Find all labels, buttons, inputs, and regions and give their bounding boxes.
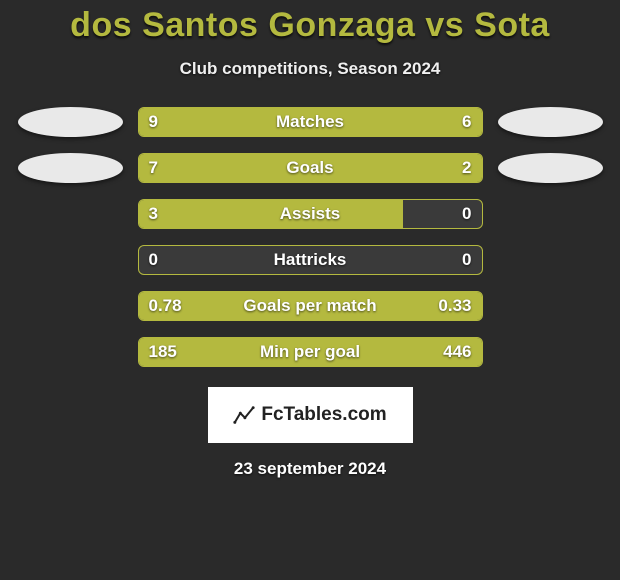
fctables-logo[interactable]: FcTables.com: [208, 387, 413, 443]
stat-label: Assists: [280, 204, 340, 224]
avatar-spacer: [18, 337, 123, 367]
stat-bar: 185 446 Min per goal: [138, 337, 483, 367]
stat-row: 185 446 Min per goal: [0, 337, 620, 367]
stat-label: Goals per match: [243, 296, 376, 316]
player-avatar-right: [498, 153, 603, 183]
stat-value-right: 446: [443, 342, 471, 362]
stat-value-left: 0.78: [149, 296, 182, 316]
stat-row: 7 2 Goals: [0, 153, 620, 183]
stat-value-left: 185: [149, 342, 177, 362]
stat-value-left: 0: [149, 250, 158, 270]
stat-value-left: 9: [149, 112, 158, 132]
stat-row: 0 0 Hattricks: [0, 245, 620, 275]
stat-bar: 3 0 Assists: [138, 199, 483, 229]
stat-row: 9 6 Matches: [0, 107, 620, 137]
date-label: 23 september 2024: [0, 459, 620, 479]
bar-segment-right: [344, 108, 481, 136]
fctables-logo-icon: [233, 404, 255, 426]
stat-bar: 0 0 Hattricks: [138, 245, 483, 275]
stat-bar: 9 6 Matches: [138, 107, 483, 137]
stat-bar: 7 2 Goals: [138, 153, 483, 183]
subtitle: Club competitions, Season 2024: [0, 59, 620, 79]
player-avatar-left: [18, 107, 123, 137]
player-avatar-right: [498, 107, 603, 137]
avatar-spacer: [498, 245, 603, 275]
stat-value-left: 7: [149, 158, 158, 178]
stat-bar: 0.78 0.33 Goals per match: [138, 291, 483, 321]
stats-rows: 9 6 Matches 7 2 Goals 3 0 Assists 0 0 Hattricks 0.78…: [0, 107, 620, 367]
stat-value-right: 0: [462, 204, 471, 224]
bar-segment-left: [139, 200, 403, 228]
stat-row: 3 0 Assists: [0, 199, 620, 229]
stat-label: Min per goal: [260, 342, 360, 362]
player-avatar-left: [18, 153, 123, 183]
stat-label: Goals: [286, 158, 333, 178]
stat-value-right: 6: [462, 112, 471, 132]
avatar-spacer: [498, 291, 603, 321]
bar-segment-left: [139, 154, 403, 182]
stat-label: Matches: [276, 112, 344, 132]
stat-value-right: 2: [462, 158, 471, 178]
avatar-spacer: [18, 291, 123, 321]
stat-label: Hattricks: [274, 250, 347, 270]
logo-text: FcTables.com: [261, 404, 386, 426]
avatar-spacer: [498, 337, 603, 367]
stat-value-left: 3: [149, 204, 158, 224]
avatar-spacer: [18, 199, 123, 229]
page-title: dos Santos Gonzaga vs Sota: [0, 6, 620, 45]
stat-value-right: 0: [462, 250, 471, 270]
avatar-spacer: [498, 199, 603, 229]
stat-row: 0.78 0.33 Goals per match: [0, 291, 620, 321]
avatar-spacer: [18, 245, 123, 275]
comparison-widget: dos Santos Gonzaga vs Sota Club competit…: [0, 0, 620, 580]
stat-value-right: 0.33: [438, 296, 471, 316]
